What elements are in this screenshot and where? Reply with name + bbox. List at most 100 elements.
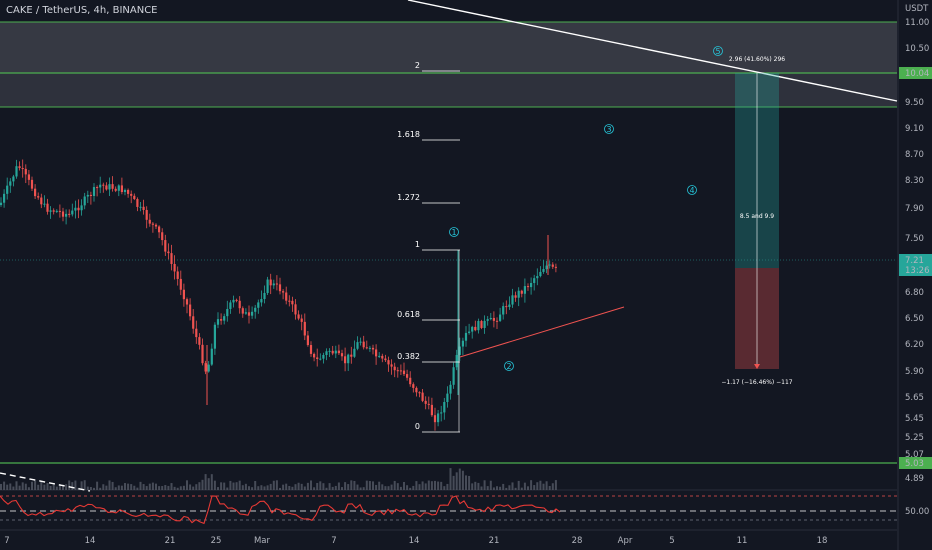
candle	[43, 203, 46, 205]
volume-bar	[65, 484, 68, 490]
volume-bar	[449, 468, 452, 490]
y-tick-label: 5.07	[905, 450, 924, 460]
volume-bar	[415, 481, 418, 490]
volume-bar	[158, 486, 161, 490]
volume-bar	[530, 480, 533, 490]
volume-bar	[55, 486, 58, 490]
target-label: 2.96 (41.60%) 296	[729, 56, 785, 63]
y-tick-label: 8.30	[905, 176, 924, 186]
candle	[92, 187, 96, 196]
volume-bar	[288, 486, 291, 490]
volume-bar	[3, 481, 6, 490]
price-tag-label: 7.21	[905, 256, 924, 266]
candle	[114, 188, 117, 191]
candle	[6, 185, 9, 194]
volume-bar	[217, 487, 219, 490]
volume-bar	[120, 485, 123, 490]
wave-label: 5	[715, 47, 720, 56]
volume-bar	[244, 483, 247, 490]
volume-bar	[124, 483, 126, 490]
volume-bar	[52, 484, 55, 490]
candle	[154, 224, 158, 227]
candle	[375, 349, 378, 357]
candle	[83, 196, 86, 206]
y-tick-label: 5.45	[905, 414, 924, 424]
volume-bar	[492, 487, 495, 490]
volume-bar	[117, 485, 120, 490]
wave-label: 3	[606, 125, 611, 134]
fib-level-label: 0	[415, 422, 420, 431]
volume-bar	[434, 480, 436, 490]
candle	[21, 168, 24, 170]
price-tag-label: 10.04	[905, 69, 929, 79]
volume-bar	[275, 480, 278, 490]
candle	[514, 295, 517, 298]
y-tick-label: 11.00	[905, 18, 929, 28]
y-tick-label: 6.20	[905, 340, 924, 350]
candle	[49, 210, 52, 212]
candle	[381, 355, 384, 359]
candle	[46, 203, 49, 212]
candle	[173, 263, 176, 272]
volume-bar	[210, 474, 213, 490]
candle	[368, 347, 371, 349]
volume-bar	[334, 485, 337, 490]
candle	[415, 387, 418, 393]
volume-bar	[155, 483, 157, 490]
candle	[226, 308, 229, 317]
candle	[238, 300, 241, 309]
x-tick-label: 14	[409, 536, 420, 546]
volume-bar	[396, 483, 399, 490]
candle	[102, 184, 105, 186]
candle	[530, 282, 533, 288]
y-tick-label: 6.80	[905, 288, 924, 298]
volume-bar	[319, 481, 322, 490]
volume-bar	[443, 486, 446, 490]
candle	[533, 278, 536, 283]
volume-bar	[139, 481, 142, 490]
candle	[319, 358, 322, 360]
chart-title: CAKE / TetherUS, 4h, BINANCE	[6, 5, 158, 16]
volume-bar	[43, 484, 46, 490]
volume-bar	[520, 487, 523, 490]
candle	[65, 213, 68, 217]
candle	[412, 384, 415, 388]
volume-bar	[148, 483, 151, 490]
candle	[96, 187, 99, 189]
candle	[418, 392, 421, 394]
wave-label: 2	[506, 362, 511, 371]
candle	[12, 176, 15, 182]
stop-arrow	[754, 364, 760, 369]
candle	[359, 341, 362, 343]
volume-bar	[83, 480, 86, 490]
volume-bar	[40, 481, 43, 490]
rsi-tick-label: 50.00	[905, 507, 929, 517]
candle	[55, 210, 58, 212]
candle	[362, 341, 365, 348]
candle	[492, 317, 495, 321]
candle	[216, 319, 220, 325]
currency-label: USDT	[905, 4, 929, 14]
candle	[328, 350, 331, 352]
candle	[151, 223, 154, 225]
volume-bar	[6, 484, 9, 490]
x-tick-label: 5	[669, 536, 674, 546]
candle	[68, 213, 71, 215]
candle	[350, 354, 353, 357]
volume-bar	[251, 487, 254, 490]
resistance-zone-lower	[0, 73, 897, 107]
x-tick-label: 21	[489, 536, 500, 546]
volume-bar	[412, 485, 415, 490]
candle	[502, 306, 505, 315]
volume-bar	[452, 475, 455, 490]
candle	[189, 304, 192, 317]
candle	[285, 292, 288, 301]
candle	[204, 363, 207, 372]
volume-bar	[406, 485, 409, 490]
candle	[133, 195, 136, 200]
candle	[378, 355, 381, 357]
candle	[170, 253, 173, 264]
candle	[406, 374, 409, 378]
volume-bar	[282, 484, 285, 490]
